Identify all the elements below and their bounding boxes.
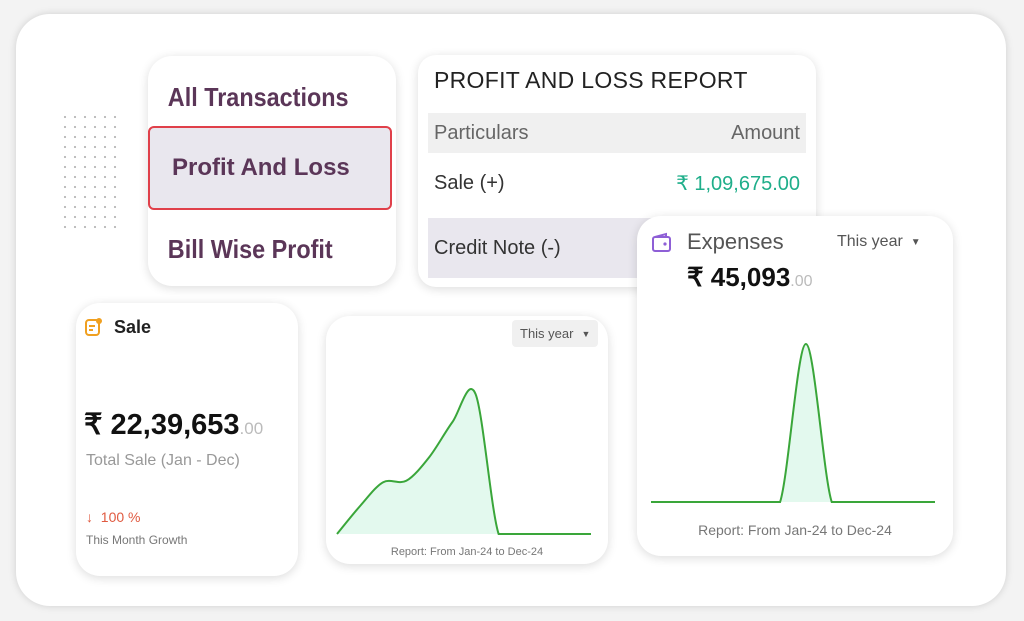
sale-chart-card: This year ▼ Report: From Jan-24 to Dec-24 (326, 316, 608, 564)
growth-percent: 100 % (100, 509, 141, 525)
table-header: Particulars Amount (428, 113, 806, 153)
period-label: This year (837, 233, 903, 250)
period-dropdown[interactable]: This year ▼ (837, 233, 921, 251)
expenses-amount: ₹ 45,093.00 (687, 262, 813, 293)
row-label: Credit Note (-) (434, 236, 561, 259)
menu-item-all-transactions[interactable]: All Transactions (167, 81, 349, 112)
caret-down-icon: ▼ (910, 236, 921, 248)
area-fill (651, 344, 935, 502)
amount-value: ₹ 22,39,653 (84, 409, 240, 441)
header-particulars: Particulars (434, 121, 529, 144)
sale-chart (336, 388, 591, 535)
report-title: PROFIT AND LOSS REPORT (434, 67, 748, 93)
arrow-down-icon: ↓ (86, 509, 93, 525)
report-menu: All Transactions Profit And Loss Bill Wi… (148, 56, 396, 286)
growth-label: This Month Growth (86, 533, 188, 547)
header-amount: Amount (731, 121, 800, 144)
sale-card: Sale ₹ 22,39,653.00 Total Sale (Jan - De… (76, 303, 298, 576)
receipt-icon (85, 318, 102, 336)
report-range: Report: From Jan-24 to Dec-24 (390, 546, 544, 558)
sale-amount: ₹ 22,39,653.00 (84, 407, 263, 442)
expenses-title: Expenses (687, 229, 784, 254)
amount-value: ₹ 45,093 (687, 262, 791, 292)
menu-item-bill-wise-profit[interactable]: Bill Wise Profit (167, 233, 333, 264)
period-label: This year (520, 326, 574, 341)
period-dropdown[interactable]: This year ▼ (512, 320, 599, 347)
row-label: Sale (+) (434, 171, 505, 194)
table-row: Sale (+) ₹ 1,09,675.00 (428, 163, 806, 203)
expenses-chart (651, 342, 935, 503)
amount-decimals: .00 (790, 273, 813, 290)
series-line (336, 388, 591, 535)
series-line (651, 342, 935, 503)
growth-value: ↓ 100 % (86, 509, 140, 525)
wallet-icon (652, 232, 671, 252)
expenses-card: Expenses This year ▼ ₹ 45,093.00 Report: … (637, 216, 953, 556)
sale-title: Sale (114, 317, 152, 337)
caret-down-icon: ▼ (581, 328, 591, 339)
row-amount: ₹ 1,09,675.00 (676, 172, 800, 195)
sale-subtitle: Total Sale (Jan - Dec) (86, 452, 240, 469)
area-fill (337, 389, 591, 534)
menu-item-profit-and-loss[interactable]: Profit And Loss (148, 126, 392, 210)
dot-pattern (60, 112, 120, 230)
report-range: Report: From Jan-24 to Dec-24 (698, 522, 892, 538)
amount-decimals: .00 (239, 419, 264, 438)
